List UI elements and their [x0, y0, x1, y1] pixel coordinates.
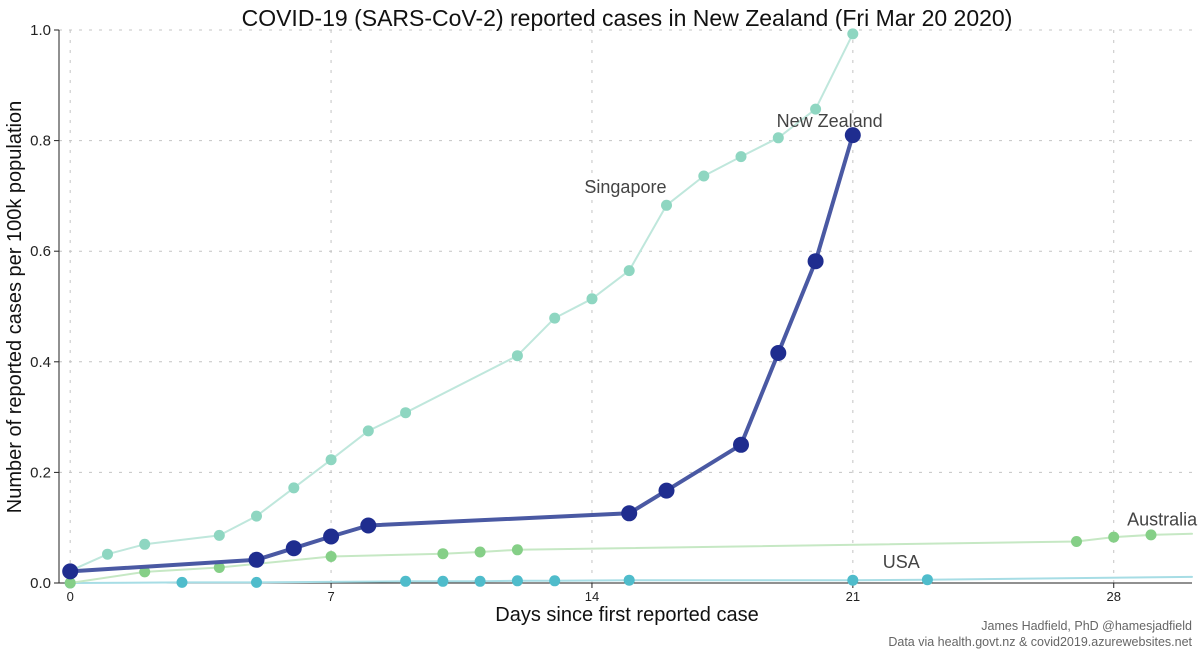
- y-tick-label: 0.0: [30, 575, 51, 592]
- data-point-new-zealand: [733, 436, 749, 453]
- data-point-new-zealand: [621, 505, 638, 522]
- data-point-singapore: [698, 170, 710, 182]
- series-line-new-zealand: [68, 133, 855, 574]
- data-point-usa: [474, 575, 486, 587]
- data-point-australia: [325, 551, 337, 562]
- x-tick-label: 14: [585, 589, 599, 604]
- data-point-australia: [1145, 529, 1157, 541]
- y-tick-label: 0.2: [30, 464, 51, 481]
- x-tick-label: 7: [327, 589, 334, 604]
- data-point-singapore: [251, 510, 262, 522]
- data-point-australia: [1071, 536, 1082, 547]
- series-label-singapore: Singapore: [584, 177, 666, 197]
- data-point-singapore: [549, 312, 561, 324]
- data-point-new-zealand: [360, 517, 377, 534]
- data-point-australia: [511, 544, 523, 556]
- data-point-singapore: [139, 538, 151, 550]
- y-tick-label: 0.6: [30, 243, 51, 260]
- data-point-singapore: [288, 482, 300, 494]
- data-point-singapore: [810, 103, 822, 115]
- data-point-singapore: [772, 132, 784, 144]
- data-point-usa: [251, 576, 262, 588]
- credit-author: James Hadfield, PhD @hamesjadfield: [981, 619, 1192, 633]
- data-point-usa: [623, 574, 635, 586]
- data-point-australia: [474, 546, 486, 558]
- x-axis-label: Days since first reported case: [495, 604, 758, 626]
- data-point-singapore: [661, 199, 672, 211]
- series-label-usa: USA: [883, 552, 920, 572]
- data-point-singapore: [362, 425, 374, 437]
- data-point-australia: [437, 548, 449, 560]
- data-point-usa: [549, 575, 561, 587]
- series-line-usa: [69, 575, 1193, 584]
- data-point-singapore: [213, 529, 225, 541]
- y-tick-label: 0.4: [30, 354, 51, 371]
- data-point-usa: [400, 575, 412, 587]
- series-layer: [62, 28, 1193, 589]
- data-point-new-zealand: [807, 253, 824, 270]
- data-point-australia: [64, 577, 76, 589]
- data-point-singapore: [735, 151, 747, 163]
- data-point-new-zealand: [844, 127, 861, 144]
- y-tick-label: 0.8: [30, 133, 51, 150]
- data-point-australia: [213, 562, 225, 573]
- series-australia: [64, 529, 1193, 589]
- data-point-usa: [176, 576, 188, 588]
- data-point-singapore: [325, 454, 337, 466]
- data-point-new-zealand: [62, 563, 79, 580]
- series-line-singapore: [69, 32, 854, 572]
- data-point-singapore: [586, 293, 598, 305]
- annotations: Singapore New Zealand Australia USA: [584, 111, 1198, 572]
- data-point-australia: [139, 566, 151, 578]
- series-label-australia: Australia: [1127, 509, 1198, 529]
- x-tick-label: 0: [67, 589, 74, 604]
- y-axis-label: Number of reported cases per 100k popula…: [4, 101, 26, 513]
- data-point-new-zealand: [658, 482, 675, 499]
- chart-title: COVID-19 (SARS-CoV-2) reported cases in …: [242, 5, 1013, 31]
- data-point-usa: [511, 575, 523, 587]
- axes: 0.0 0.2 0.4 0.6 0.8 1.0 0 7 14 21 28: [30, 22, 1192, 604]
- series-singapore: [64, 28, 859, 577]
- credit-data-source: Data via health.govt.nz & covid2019.azur…: [888, 635, 1192, 649]
- series-usa: [64, 574, 1193, 589]
- data-point-new-zealand: [248, 551, 265, 568]
- series-new-zealand: [62, 127, 861, 580]
- y-tick-label: 1.0: [30, 22, 51, 39]
- data-point-singapore: [511, 350, 523, 362]
- grid: [59, 29, 1192, 583]
- data-point-singapore: [847, 28, 859, 40]
- data-point-australia: [1108, 531, 1120, 543]
- data-point-usa: [921, 574, 933, 586]
- data-point-singapore: [102, 548, 113, 560]
- x-tick-label: 28: [1106, 589, 1120, 604]
- x-tick-label: 21: [846, 589, 860, 604]
- data-point-usa: [847, 574, 859, 586]
- series-label-new-zealand: New Zealand: [777, 111, 883, 131]
- data-point-usa: [437, 575, 449, 587]
- data-point-new-zealand: [770, 345, 787, 361]
- data-point-singapore: [400, 407, 412, 419]
- data-point-new-zealand: [323, 528, 340, 545]
- data-point-new-zealand: [285, 540, 302, 557]
- data-point-singapore: [623, 265, 635, 277]
